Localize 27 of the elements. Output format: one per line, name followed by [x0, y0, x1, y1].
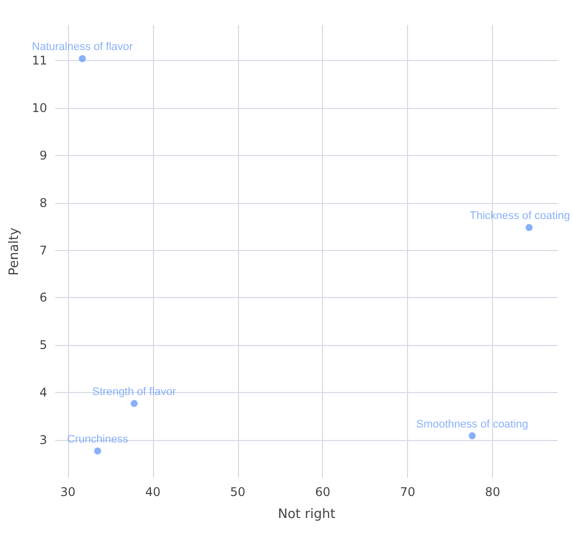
x-tick-label: 50 [230, 485, 246, 499]
y-tick-label: 5 [40, 338, 48, 352]
point [130, 400, 138, 408]
point [468, 432, 476, 440]
x-tick-label: 70 [400, 485, 416, 499]
x-tick-label: 40 [145, 485, 160, 499]
point [526, 224, 533, 232]
y-tick-label: 10 [32, 101, 48, 116]
x-tick-label: 30 [60, 485, 76, 499]
annotation: Strength of flavor [92, 386, 176, 398]
y-axis-title: Penalty [7, 227, 22, 276]
y-tick-label: 8 [40, 196, 48, 210]
annotation: Crunchiness [67, 433, 129, 446]
y-tick-label: 9 [40, 148, 48, 162]
annotation: Thickness of coating [470, 210, 570, 222]
annotation: Smoothness of coating [416, 418, 528, 430]
x-tick-label: 80 [484, 485, 500, 499]
y-tick-label: 6 [40, 290, 48, 305]
x-axis-title: Not right [278, 507, 336, 522]
point [78, 55, 86, 62]
y-tick-label: 3 [40, 433, 48, 448]
annotation: Naturalness of flavor [32, 41, 134, 54]
y-tick-label: 7 [40, 243, 48, 258]
point [94, 447, 102, 454]
y-tick-label: 11 [32, 54, 48, 68]
x-tick-label: 60 [315, 485, 330, 499]
y-tick-label: 4 [40, 386, 48, 400]
